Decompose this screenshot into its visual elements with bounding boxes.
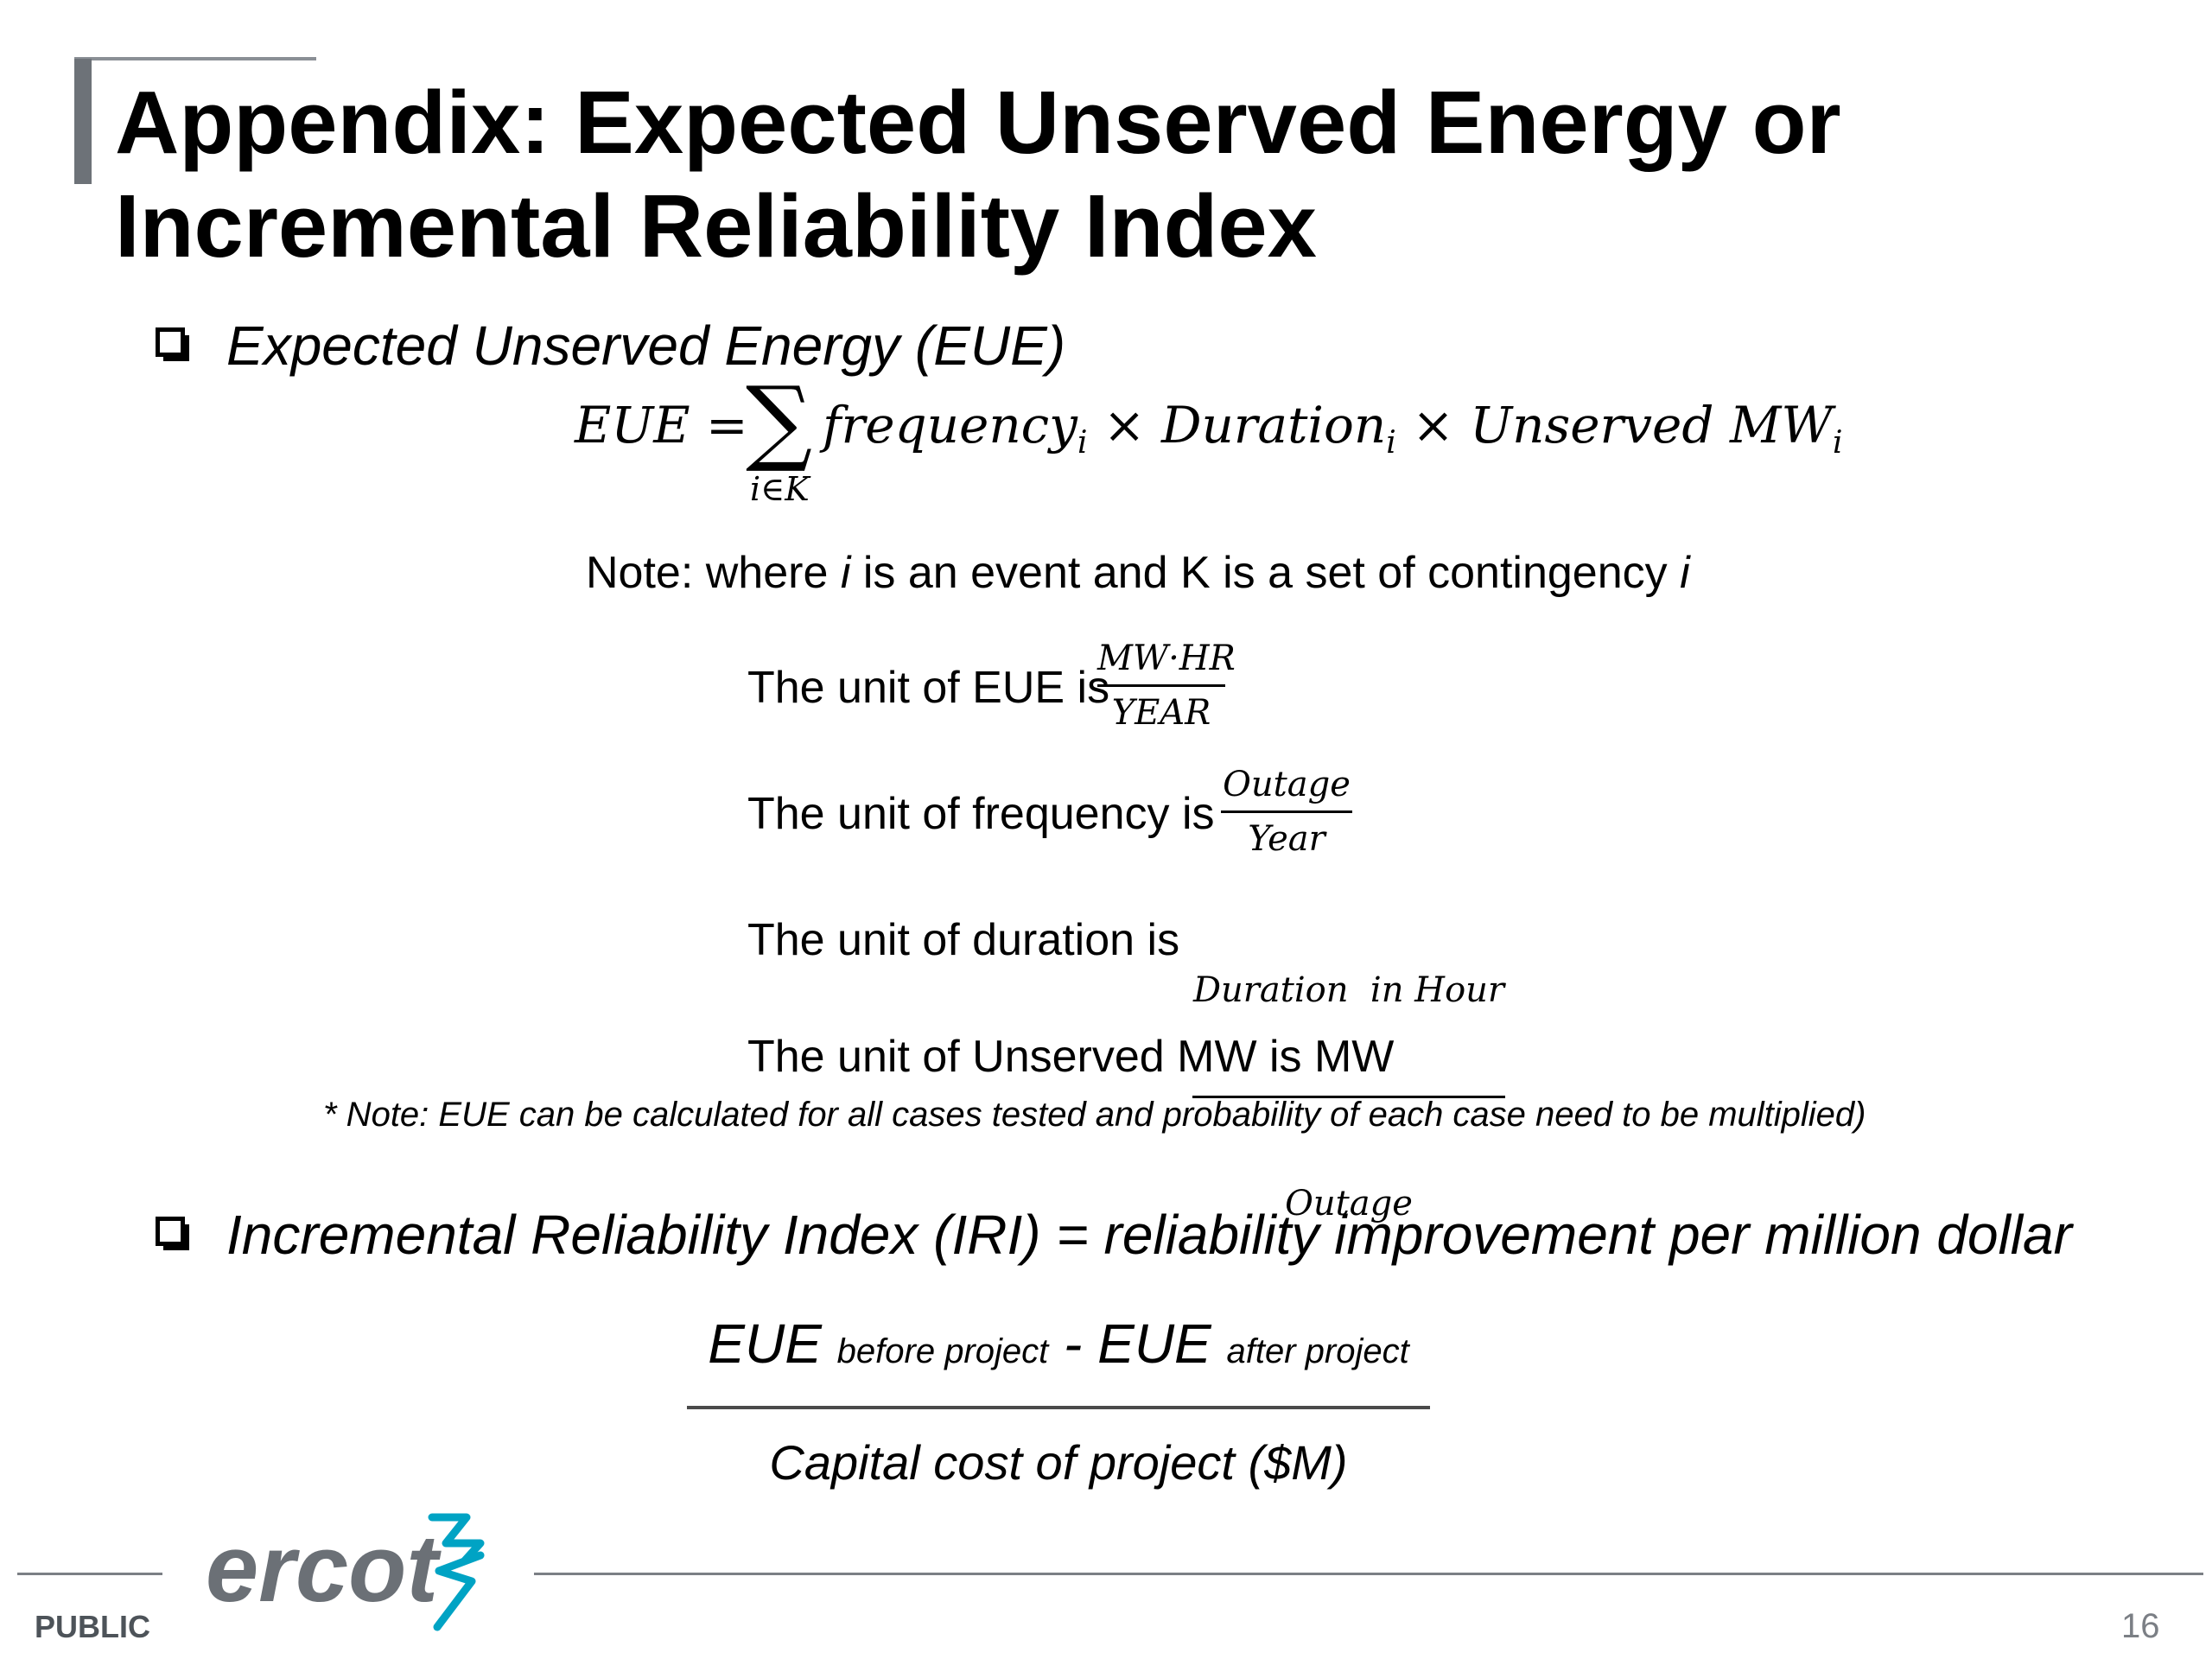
fraction-denominator: Outage — [1285, 1184, 1413, 1224]
subscript-i: i — [1077, 425, 1088, 461]
minus-sign: - — [1048, 1313, 1098, 1375]
fraction-bar — [1097, 684, 1225, 687]
iri-fraction: EUE before project - EUE after project C… — [687, 1305, 1430, 1497]
subscript-i: i — [1832, 425, 1843, 461]
fraction-numerator: MW·HR — [1097, 639, 1236, 678]
times-symbol: × — [1103, 396, 1146, 454]
logo-text: ercot — [206, 1516, 442, 1622]
unit-unserved-mw: The unit of Unserved MW is MW — [747, 1032, 1395, 1082]
iri-denominator: Capital cost of project ($M) — [769, 1435, 1348, 1490]
subscript-i: i — [1386, 425, 1396, 461]
note-var-i: i — [840, 548, 851, 598]
title-accent-line — [74, 57, 316, 60]
ercot-logo: ercot — [206, 1513, 485, 1631]
fraction-bar — [1192, 1096, 1505, 1098]
summation-symbol: ∑ — [746, 367, 813, 475]
page-number: 16 — [2121, 1607, 2160, 1645]
unit-duration-fraction: Duration in Hour Outage — [1192, 887, 1505, 1307]
checkbox-bullet-icon — [156, 327, 185, 357]
title-line-2: Incremental Reliability Index — [115, 176, 1317, 276]
note-text-2: is an event and K is a set of contingenc… — [850, 548, 1681, 598]
slide-title: Appendix: Expected Unserved Energy or In… — [115, 71, 2102, 278]
fraction-numerator: Duration in Hour — [1192, 970, 1505, 1010]
title-line-1: Appendix: Expected Unserved Energy or — [115, 73, 1841, 172]
footer-divider-right — [534, 1573, 2203, 1575]
eue-after-term: EUE — [1097, 1313, 1211, 1375]
unit-frequency-label: The unit of frequency is — [747, 789, 1215, 839]
term-duration: Duration — [1160, 396, 1387, 454]
unit-frequency-fraction: Outage Year — [1221, 760, 1352, 863]
title-accent-bar — [74, 59, 92, 184]
footer-divider-left — [17, 1573, 162, 1575]
term-unserved-mw: Unserved MW — [1470, 396, 1833, 454]
after-project-label: after project — [1226, 1332, 1409, 1370]
bullet-iri-text: Incremental Reliability Index (IRI) = re… — [226, 1204, 2072, 1266]
term-frequency: frequency — [823, 396, 1077, 454]
fraction-denominator: Year — [1248, 819, 1325, 859]
unit-eue-fraction: MW·HR YEAR — [1097, 634, 1236, 737]
note-text-1: Note: where — [586, 548, 841, 598]
summation-subscript: i∈K — [750, 470, 810, 508]
times-symbol: × — [1412, 396, 1454, 454]
formula-terms: frequencyi × Durationi × Unserved MWi — [823, 396, 1842, 461]
bullet-eue-text: Expected Unserved Energy (EUE) — [226, 315, 1066, 377]
note-var-i: i — [1680, 548, 1690, 598]
iri-numerator: EUE before project - EUE after project — [687, 1305, 1430, 1390]
checkbox-bullet-icon — [156, 1217, 185, 1246]
before-project-label: before project — [836, 1332, 1049, 1370]
public-label: PUBLIC — [35, 1609, 150, 1644]
formula-note: Note: where i is an event and K is a set… — [586, 547, 1690, 599]
eue-footnote: * Note: EUE can be calculated for all ca… — [323, 1096, 1866, 1134]
unit-duration-label: The unit of duration is — [747, 915, 1180, 965]
iri-fraction-bar — [687, 1406, 1430, 1409]
unit-eue-label: The unit of EUE is — [747, 663, 1110, 713]
lightning-bolt-icon — [428, 1513, 485, 1631]
eue-before-term: EUE — [708, 1313, 822, 1375]
eue-formula: EUE = ∑ i∈K frequencyi × Durationi × Uns… — [575, 375, 1842, 518]
fraction-numerator: Outage — [1223, 765, 1351, 804]
fraction-bar — [1221, 810, 1352, 813]
formula-lhs: EUE = — [575, 396, 748, 454]
fraction-denominator: YEAR — [1111, 693, 1211, 733]
